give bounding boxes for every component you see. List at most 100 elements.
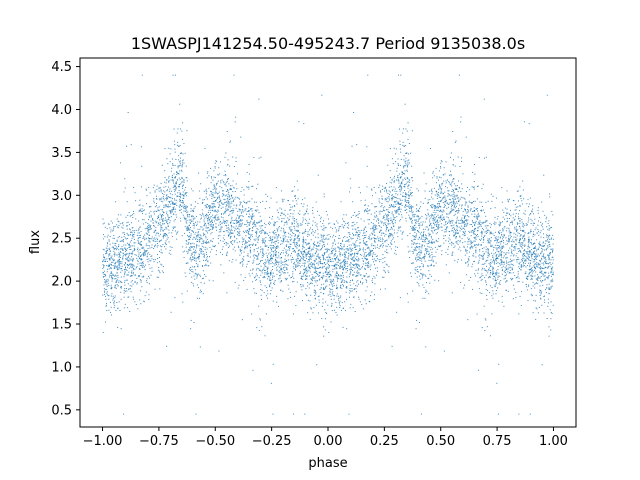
scatter-point bbox=[313, 277, 315, 279]
scatter-point bbox=[408, 143, 410, 145]
scatter-point bbox=[295, 305, 297, 307]
scatter-point bbox=[449, 212, 451, 214]
scatter-point bbox=[224, 184, 226, 186]
scatter-point bbox=[418, 218, 420, 220]
scatter-point bbox=[340, 266, 342, 268]
scatter-point bbox=[459, 240, 461, 242]
scatter-point bbox=[537, 276, 539, 278]
scatter-point bbox=[132, 271, 134, 273]
scatter-point bbox=[323, 234, 325, 236]
scatter-point bbox=[523, 265, 525, 266]
scatter-point bbox=[490, 193, 492, 195]
scatter-point bbox=[516, 190, 518, 192]
scatter-point bbox=[183, 207, 185, 209]
scatter-point bbox=[124, 272, 126, 274]
scatter-point bbox=[243, 256, 245, 258]
scatter-point bbox=[184, 272, 186, 274]
scatter-point bbox=[307, 299, 309, 301]
scatter-point bbox=[282, 252, 284, 254]
scatter-point bbox=[531, 220, 533, 222]
scatter-point bbox=[294, 295, 296, 297]
scatter-point bbox=[217, 196, 219, 198]
scatter-point bbox=[126, 249, 128, 251]
scatter-point bbox=[220, 200, 222, 202]
scatter-point bbox=[353, 235, 355, 237]
scatter-point bbox=[324, 329, 326, 331]
scatter-point bbox=[478, 261, 480, 263]
scatter-point bbox=[498, 255, 500, 257]
scatter-point bbox=[455, 210, 457, 212]
scatter-point bbox=[418, 209, 420, 211]
scatter-point bbox=[507, 212, 509, 214]
scatter-point bbox=[384, 250, 386, 252]
scatter-point bbox=[264, 244, 266, 246]
scatter-point bbox=[249, 236, 251, 238]
scatter-point bbox=[189, 221, 191, 223]
scatter-point bbox=[366, 244, 368, 246]
scatter-point bbox=[455, 203, 457, 205]
scatter-point bbox=[208, 241, 210, 243]
scatter-point bbox=[374, 267, 376, 269]
scatter-point bbox=[456, 188, 458, 190]
scatter-point bbox=[421, 251, 423, 253]
scatter-point bbox=[134, 274, 136, 276]
scatter-point bbox=[304, 230, 306, 232]
scatter-point bbox=[475, 238, 477, 240]
scatter-point bbox=[242, 209, 244, 211]
scatter-point bbox=[213, 184, 215, 186]
scatter-point bbox=[296, 281, 298, 283]
scatter-point bbox=[458, 211, 460, 213]
scatter-point bbox=[260, 261, 261, 263]
scatter-point bbox=[546, 318, 548, 320]
scatter-point bbox=[474, 244, 476, 246]
scatter-point bbox=[184, 194, 186, 196]
scatter-point bbox=[528, 217, 529, 219]
scatter-point bbox=[339, 259, 341, 261]
scatter-point bbox=[334, 276, 336, 278]
scatter-point bbox=[334, 239, 335, 241]
scatter-point bbox=[279, 207, 281, 209]
scatter-point bbox=[427, 250, 428, 252]
scatter-point bbox=[293, 267, 295, 269]
scatter-point bbox=[371, 250, 373, 252]
scatter-point bbox=[416, 271, 418, 273]
scatter-point bbox=[365, 244, 367, 246]
scatter-point bbox=[292, 242, 294, 244]
scatter-point bbox=[268, 222, 270, 224]
scatter-point bbox=[180, 212, 182, 214]
scatter-point bbox=[297, 230, 299, 232]
scatter-point bbox=[298, 224, 300, 226]
scatter-point bbox=[108, 223, 110, 225]
scatter-point bbox=[195, 263, 197, 265]
scatter-point bbox=[265, 313, 267, 315]
scatter-point bbox=[303, 253, 305, 255]
scatter-point bbox=[256, 228, 258, 230]
scatter-point bbox=[280, 280, 282, 282]
scatter-point bbox=[126, 228, 128, 230]
scatter-point bbox=[380, 240, 382, 242]
scatter-point bbox=[393, 237, 395, 239]
scatter-point bbox=[522, 237, 524, 239]
scatter-point bbox=[172, 208, 174, 210]
scatter-point bbox=[483, 268, 485, 270]
scatter-point bbox=[435, 251, 437, 253]
scatter-point bbox=[130, 264, 132, 266]
scatter-points bbox=[102, 74, 554, 415]
scatter-point bbox=[461, 204, 463, 206]
scatter-point bbox=[277, 305, 279, 307]
scatter-point bbox=[393, 177, 395, 179]
scatter-point bbox=[484, 330, 486, 332]
scatter-point bbox=[407, 178, 409, 180]
scatter-point bbox=[238, 233, 240, 235]
scatter-point bbox=[125, 258, 127, 260]
scatter-point bbox=[535, 268, 537, 270]
scatter-point bbox=[189, 248, 191, 250]
scatter-point bbox=[255, 225, 257, 227]
scatter-point bbox=[315, 257, 317, 259]
scatter-point bbox=[492, 255, 494, 257]
scatter-point bbox=[399, 206, 401, 208]
scatter-point bbox=[226, 198, 228, 200]
scatter-point bbox=[293, 220, 295, 222]
scatter-point bbox=[229, 233, 231, 235]
scatter-point bbox=[151, 255, 153, 257]
